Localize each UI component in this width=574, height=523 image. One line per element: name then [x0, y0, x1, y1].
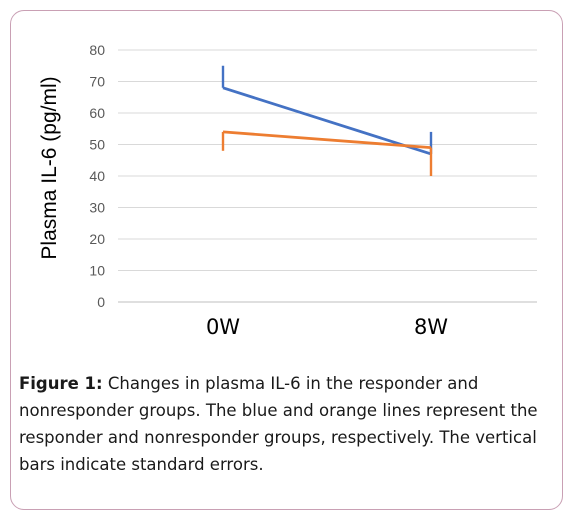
y-tick-label: 0	[97, 294, 105, 310]
series-line	[222, 86, 432, 156]
y-tick-label: 80	[89, 42, 105, 58]
gridlines	[118, 49, 537, 303]
series-line	[222, 130, 432, 150]
y-tick-label: 20	[89, 231, 105, 247]
caption-text: Changes in plasma IL-6 in the responder …	[19, 374, 538, 474]
line-chart: 0 10 20 30 40 50 60 70 80 0W 8W Plasma IL-6 (pg/m…	[38, 42, 537, 339]
y-tick-label: 40	[89, 168, 105, 184]
y-tick-labels: 0 10 20 30 40 50 60 70 80	[89, 42, 105, 310]
figure-caption: Figure 1: Changes in plasma IL-6 in the …	[19, 370, 559, 478]
y-tick-label: 10	[89, 263, 105, 279]
y-tick-label: 30	[89, 200, 105, 216]
x-tick-labels: 0W 8W	[206, 315, 448, 339]
x-tick-label: 8W	[414, 315, 448, 339]
x-tick-label: 0W	[206, 315, 240, 339]
y-tick-label: 70	[89, 74, 105, 90]
caption-label: Figure 1:	[19, 374, 103, 393]
figure-frame	[10, 10, 563, 510]
y-tick-label: 50	[89, 137, 105, 153]
y-tick-label: 60	[89, 105, 105, 121]
series-group	[221, 65, 433, 176]
y-axis-label: Plasma IL-6 (pg/ml)	[38, 76, 61, 259]
